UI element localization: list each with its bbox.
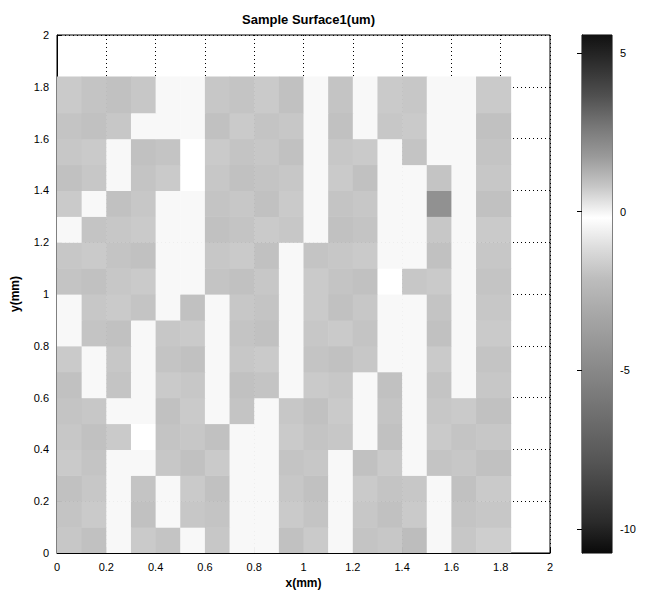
svg-text:2: 2 xyxy=(547,561,553,573)
svg-text:Sample Surface1(um): Sample Surface1(um) xyxy=(242,12,375,27)
svg-text:0.6: 0.6 xyxy=(197,561,212,573)
svg-text:2: 2 xyxy=(43,29,49,41)
svg-text:0: 0 xyxy=(620,206,626,218)
svg-text:0.4: 0.4 xyxy=(148,561,163,573)
svg-text:0.6: 0.6 xyxy=(34,392,49,404)
svg-text:5: 5 xyxy=(620,47,626,59)
svg-text:-10: -10 xyxy=(620,523,636,535)
svg-text:1.4: 1.4 xyxy=(394,561,409,573)
svg-text:1.4: 1.4 xyxy=(34,184,49,196)
svg-text:0: 0 xyxy=(43,547,49,559)
svg-text:1: 1 xyxy=(43,288,49,300)
svg-text:1: 1 xyxy=(300,561,306,573)
svg-text:1.2: 1.2 xyxy=(345,561,360,573)
svg-text:-5: -5 xyxy=(620,364,630,376)
svg-text:0.8: 0.8 xyxy=(247,561,262,573)
svg-text:1.8: 1.8 xyxy=(493,561,508,573)
svg-text:0.8: 0.8 xyxy=(34,340,49,352)
svg-text:0.2: 0.2 xyxy=(34,495,49,507)
svg-text:y(mm): y(mm) xyxy=(8,276,22,312)
svg-text:1.8: 1.8 xyxy=(34,81,49,93)
svg-text:1.6: 1.6 xyxy=(444,561,459,573)
svg-text:1.6: 1.6 xyxy=(34,133,49,145)
svg-text:x(mm): x(mm) xyxy=(285,576,321,590)
svg-text:0: 0 xyxy=(54,561,60,573)
svg-text:0.2: 0.2 xyxy=(99,561,114,573)
svg-text:1.2: 1.2 xyxy=(34,236,49,248)
svg-text:0.4: 0.4 xyxy=(34,443,49,455)
